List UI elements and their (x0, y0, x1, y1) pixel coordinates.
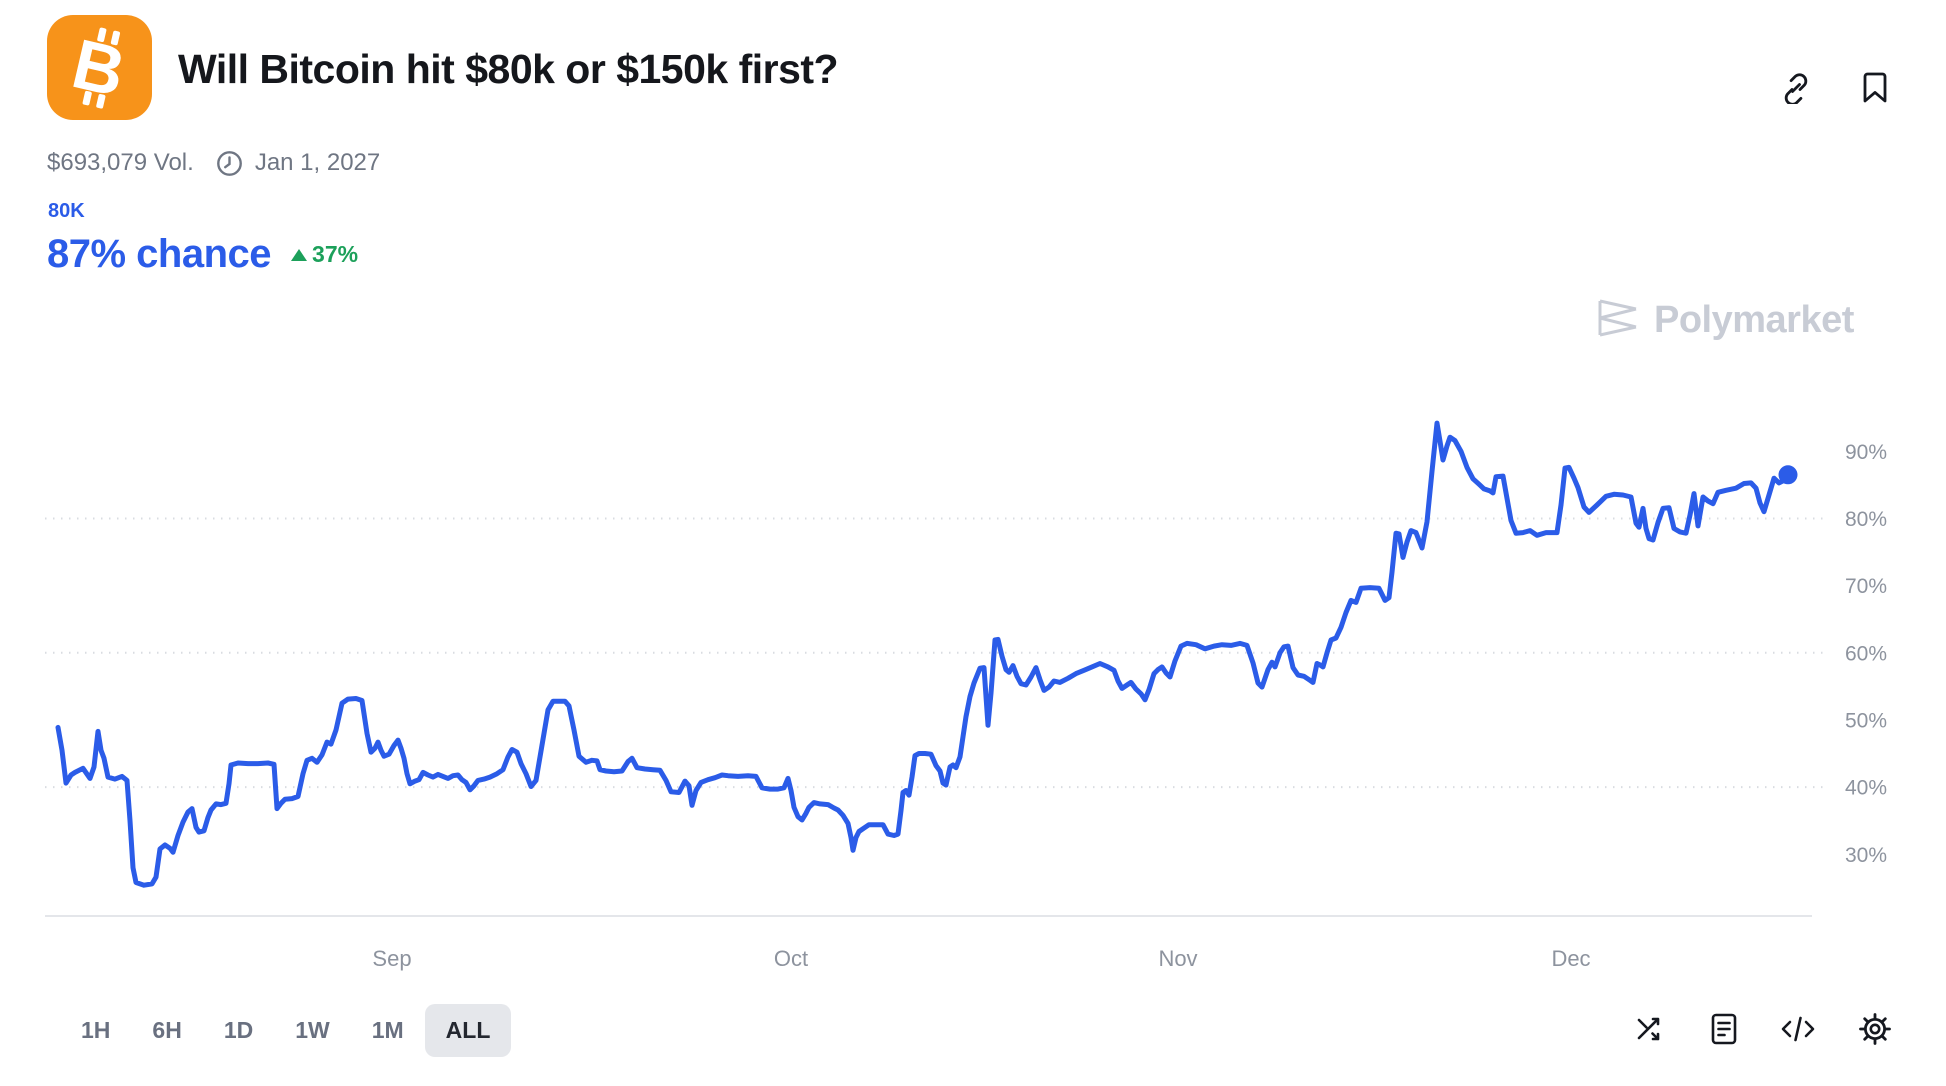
range-button-1h[interactable]: 1H (81, 1017, 111, 1043)
volume-text: $693,079 Vol. (47, 149, 194, 176)
bookmark-icon[interactable] (1862, 72, 1888, 104)
y-axis-label: 40% (1845, 777, 1887, 800)
range-button-1d[interactable]: 1D (223, 1017, 254, 1043)
code-icon[interactable] (1780, 1013, 1816, 1045)
time-range-toolbar: 1H 6H 1D 1W 1M ALL (60, 1004, 512, 1057)
x-axis-label: Dec (1551, 946, 1590, 971)
polymarket-watermark: Polymarket (1596, 293, 1854, 348)
price-line (55, 420, 1791, 888)
y-axis-label: 30% (1845, 844, 1887, 867)
range-button-1m[interactable]: 1M (371, 1017, 404, 1043)
market-title: Will Bitcoin hit $80k or $150k first? (178, 46, 839, 92)
bitcoin-logo-icon: B (47, 15, 152, 120)
chance-change: 37% (291, 241, 358, 268)
up-triangle-icon (291, 248, 308, 261)
polymarket-logo-icon (1596, 293, 1640, 348)
range-button-all[interactable]: ALL (424, 1004, 512, 1057)
polymarket-wordmark: Polymarket (1654, 299, 1854, 341)
shuffle-icon[interactable] (1634, 1012, 1668, 1046)
range-button-1w[interactable]: 1W (295, 1017, 330, 1043)
y-axis-label: 90% (1845, 441, 1887, 464)
range-button-6h[interactable]: 6H (152, 1017, 182, 1043)
x-axis-label: Sep (372, 946, 411, 971)
endpoint-dot (1778, 465, 1798, 485)
y-axis-label: 50% (1845, 710, 1887, 733)
chance-value: 87% chance (47, 232, 272, 276)
x-axis-label: Nov (1158, 946, 1197, 971)
clock-icon (216, 150, 243, 177)
chance-change-value: 37% (312, 241, 359, 267)
x-axis-label: Oct (774, 946, 808, 971)
end-date-text: Jan 1, 2027 (254, 149, 381, 176)
outcome-label: 80K (48, 200, 85, 222)
y-axis-label: 70% (1845, 575, 1887, 598)
link-icon[interactable] (1780, 72, 1812, 104)
y-axis-label: 80% (1845, 508, 1887, 531)
y-axis-label: 60% (1845, 642, 1887, 665)
gear-icon[interactable] (1857, 1011, 1893, 1047)
document-icon[interactable] (1709, 1012, 1739, 1046)
